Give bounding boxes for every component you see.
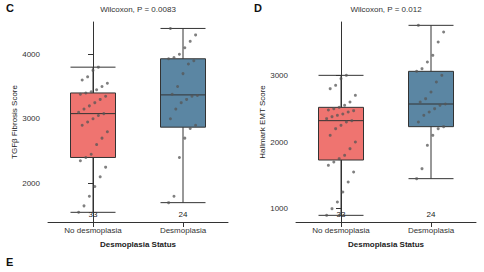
svg-text:C: C	[6, 2, 14, 14]
svg-text:No desmoplasia: No desmoplasia	[312, 226, 370, 235]
svg-text:Desmoplasia: Desmoplasia	[160, 226, 207, 235]
svg-text:1000: 1000	[270, 204, 288, 213]
svg-text:2000: 2000	[22, 179, 40, 188]
svg-text:Desmoplasia Status: Desmoplasia Status	[348, 240, 425, 249]
svg-text:D: D	[254, 2, 262, 14]
svg-text:Wilcoxon, P = 0.0083: Wilcoxon, P = 0.0083	[100, 5, 176, 14]
svg-text:Wilcoxon, P = 0.012: Wilcoxon, P = 0.012	[350, 5, 422, 14]
svg-text:4000: 4000	[22, 50, 40, 59]
svg-text:No desmoplasia: No desmoplasia	[64, 226, 122, 235]
svg-text:3000: 3000	[22, 114, 40, 123]
svg-text:33: 33	[336, 209, 346, 219]
svg-text:Desmoplasia: Desmoplasia	[408, 226, 455, 235]
svg-text:TGFβ Fibrosis Score: TGFβ Fibrosis Score	[10, 84, 19, 158]
svg-text:E: E	[6, 256, 13, 268]
svg-text:3000: 3000	[270, 71, 288, 80]
svg-text:Desmoplasia Status: Desmoplasia Status	[100, 240, 177, 249]
svg-text:24: 24	[179, 210, 188, 219]
svg-text:24: 24	[427, 210, 436, 219]
svg-text:2000: 2000	[270, 138, 288, 147]
svg-text:Hallmark EMT Score: Hallmark EMT Score	[258, 85, 267, 159]
svg-text:33: 33	[88, 209, 98, 219]
